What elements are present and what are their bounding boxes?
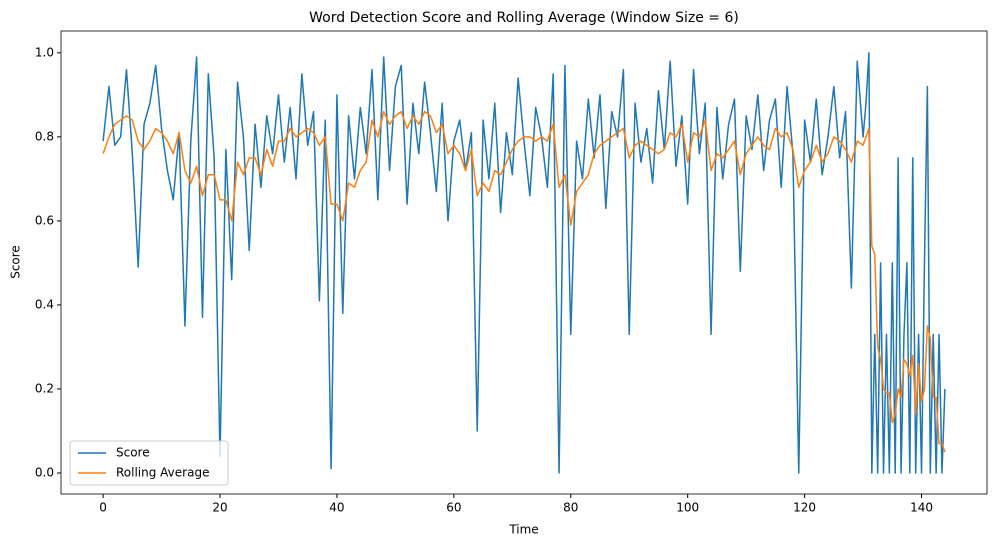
series-line <box>102 110 946 453</box>
y-tick-label: 0.4 <box>35 297 54 311</box>
x-tick-label: 0 <box>99 501 107 515</box>
x-tick-label: 120 <box>793 501 816 515</box>
x-tick-label: 140 <box>910 501 933 515</box>
x-tick-label: 80 <box>563 501 578 515</box>
legend-box <box>69 440 229 486</box>
x-tick-label: 40 <box>329 501 344 515</box>
y-tick-label: 0.0 <box>35 465 54 479</box>
chart-title: Word Detection Score and Rolling Average… <box>309 10 739 26</box>
x-tick-label: 20 <box>212 501 227 515</box>
legend-label: Score <box>116 446 150 460</box>
legend-label: Rolling Average <box>116 466 209 480</box>
y-axis-label: Score <box>9 245 23 279</box>
y-tick-label: 1.0 <box>35 45 54 59</box>
y-tick-label: 0.8 <box>35 129 54 143</box>
series-line <box>102 52 946 474</box>
y-tick-label: 0.2 <box>35 381 54 395</box>
x-tick-label: 100 <box>676 501 699 515</box>
plot-frame <box>60 30 988 495</box>
x-tick-label: 60 <box>446 501 461 515</box>
y-tick-label: 0.6 <box>35 213 54 227</box>
x-axis-label: Time <box>508 523 538 537</box>
